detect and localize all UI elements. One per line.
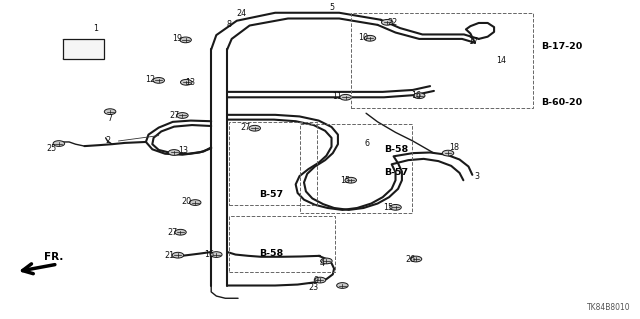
Circle shape bbox=[413, 93, 425, 99]
Text: 2: 2 bbox=[105, 137, 110, 145]
Circle shape bbox=[104, 109, 116, 115]
Bar bbox=[351, 13, 533, 108]
Text: 19: 19 bbox=[172, 34, 182, 43]
Text: B-57: B-57 bbox=[259, 190, 284, 199]
Circle shape bbox=[321, 258, 332, 264]
Circle shape bbox=[177, 113, 188, 118]
Text: B-58: B-58 bbox=[384, 145, 408, 154]
Circle shape bbox=[211, 252, 222, 257]
Text: 3: 3 bbox=[475, 172, 480, 181]
Circle shape bbox=[340, 94, 351, 100]
Text: 16: 16 bbox=[204, 250, 214, 259]
Circle shape bbox=[314, 277, 326, 283]
Text: 27: 27 bbox=[241, 123, 251, 132]
Text: 26: 26 bbox=[406, 256, 416, 264]
Text: 11: 11 bbox=[332, 92, 342, 101]
Text: 8: 8 bbox=[227, 20, 232, 29]
Text: 13: 13 bbox=[178, 146, 188, 155]
Circle shape bbox=[189, 200, 201, 205]
Text: B-60-20: B-60-20 bbox=[541, 98, 582, 107]
Text: 1: 1 bbox=[93, 24, 98, 33]
Text: 10: 10 bbox=[358, 33, 368, 42]
Text: 20: 20 bbox=[182, 197, 192, 206]
Bar bbox=[229, 122, 317, 205]
Text: 15: 15 bbox=[383, 203, 394, 212]
Text: 27: 27 bbox=[168, 228, 178, 237]
Text: 6: 6 bbox=[365, 139, 370, 148]
Bar bbox=[300, 124, 412, 213]
Circle shape bbox=[180, 37, 191, 43]
Circle shape bbox=[410, 256, 422, 262]
Text: 18: 18 bbox=[449, 143, 460, 152]
Bar bbox=[229, 216, 335, 272]
Circle shape bbox=[180, 79, 192, 85]
Circle shape bbox=[390, 204, 401, 210]
Text: 17: 17 bbox=[468, 37, 479, 46]
Circle shape bbox=[175, 229, 186, 235]
Text: FR.: FR. bbox=[44, 252, 63, 262]
Circle shape bbox=[364, 35, 376, 41]
Bar bbox=[63, 39, 104, 59]
Text: 16: 16 bbox=[411, 91, 421, 100]
Text: 21: 21 bbox=[164, 251, 174, 260]
Text: 27: 27 bbox=[169, 111, 179, 120]
Circle shape bbox=[442, 150, 454, 156]
Circle shape bbox=[53, 141, 65, 146]
Text: 25: 25 bbox=[46, 144, 56, 153]
Circle shape bbox=[168, 150, 180, 155]
Text: 14: 14 bbox=[496, 56, 506, 65]
Circle shape bbox=[337, 283, 348, 288]
Text: 22: 22 bbox=[387, 18, 397, 27]
Text: 4: 4 bbox=[320, 259, 325, 268]
Text: B-58: B-58 bbox=[259, 249, 284, 258]
Text: 13: 13 bbox=[186, 78, 196, 87]
Text: 5: 5 bbox=[329, 3, 334, 12]
Text: B-17-20: B-17-20 bbox=[541, 42, 582, 51]
Circle shape bbox=[345, 177, 356, 183]
Circle shape bbox=[153, 78, 164, 83]
Text: B-57: B-57 bbox=[384, 168, 408, 177]
Circle shape bbox=[381, 19, 393, 25]
Circle shape bbox=[249, 125, 260, 131]
Text: 15: 15 bbox=[340, 176, 351, 185]
Text: 12: 12 bbox=[145, 75, 155, 84]
Text: 24: 24 bbox=[236, 9, 246, 18]
Text: 9: 9 bbox=[314, 276, 319, 285]
Text: TK84B8010: TK84B8010 bbox=[587, 303, 630, 312]
Circle shape bbox=[172, 252, 184, 258]
Text: 23: 23 bbox=[308, 283, 319, 292]
Text: 7: 7 bbox=[107, 114, 112, 123]
